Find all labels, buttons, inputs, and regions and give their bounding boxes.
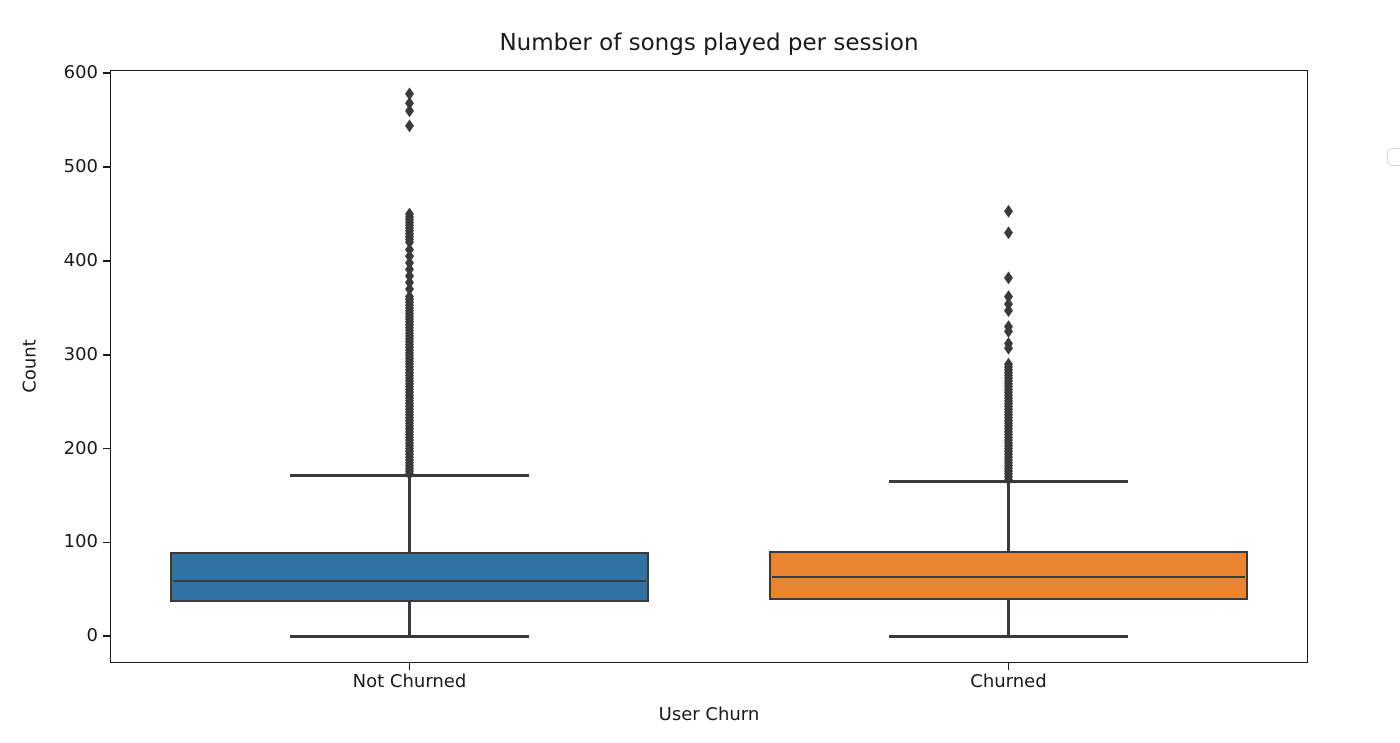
y-tick-label: 400 <box>63 249 98 271</box>
median-line-churned <box>771 575 1246 579</box>
x-tick-mark <box>408 663 411 670</box>
outlier-point-churned <box>1004 324 1013 338</box>
y-tick-label: 200 <box>63 437 98 459</box>
lower-whisker-churned <box>1007 599 1010 637</box>
upper-whisker-not-churned <box>408 475 411 552</box>
outlier-point-not-churned <box>405 104 414 118</box>
empty-legend-box <box>1387 148 1400 166</box>
y-tick-label: 300 <box>63 343 98 365</box>
y-tick-mark <box>103 260 110 262</box>
outlier-point-not-churned <box>405 269 414 283</box>
outlier-point-not-churned <box>405 262 414 276</box>
lower-cap-not-churned <box>289 634 530 638</box>
outlier-point-not-churned <box>405 467 414 481</box>
outlier-point-churned <box>1004 226 1013 240</box>
outlier-point-not-churned <box>405 119 414 133</box>
x-tick-mark <box>1007 663 1010 670</box>
outlier-point-churned <box>1004 304 1013 318</box>
outlier-point-not-churned <box>405 96 414 110</box>
median-line-not-churned <box>172 579 647 583</box>
outlier-point-not-churned <box>405 256 414 270</box>
y-tick-mark <box>103 353 110 356</box>
outlier-point-not-churned <box>405 87 414 101</box>
y-tick-label: 100 <box>63 531 98 553</box>
outlier-point-not-churned <box>405 276 414 290</box>
y-tick-mark <box>103 72 110 75</box>
outlier-point-churned <box>1004 290 1013 304</box>
x-axis-label: User Churn <box>658 704 760 725</box>
outlier-point-not-churned <box>405 243 414 257</box>
upper-whisker-churned <box>1007 481 1010 551</box>
y-tick-label: 0 <box>86 625 98 647</box>
outlier-point-not-churned <box>405 282 414 296</box>
box-not-churned <box>169 551 650 602</box>
outlier-point-not-churned <box>405 249 414 263</box>
y-tick-mark <box>103 541 110 544</box>
y-tick-label: 600 <box>63 62 98 84</box>
y-tick-mark <box>103 447 110 450</box>
outlier-point-churned <box>1004 204 1013 218</box>
lower-cap-churned <box>888 634 1129 638</box>
outlier-point-churned <box>1004 341 1013 355</box>
outlier-point-churned <box>1004 271 1013 285</box>
y-tick-label: 500 <box>63 156 98 178</box>
box-churned <box>768 550 1249 600</box>
chart-title: Number of songs played per session <box>499 30 919 56</box>
x-tick-label: Not Churned <box>352 671 467 692</box>
lower-whisker-not-churned <box>408 601 411 637</box>
outlier-point-not-churned <box>405 235 414 249</box>
outlier-point-churned <box>1004 473 1013 487</box>
x-tick-label: Churned <box>970 671 1047 692</box>
outlier-point-churned <box>1004 297 1013 311</box>
y-tick-mark <box>103 166 110 168</box>
y-tick-mark <box>103 635 110 638</box>
